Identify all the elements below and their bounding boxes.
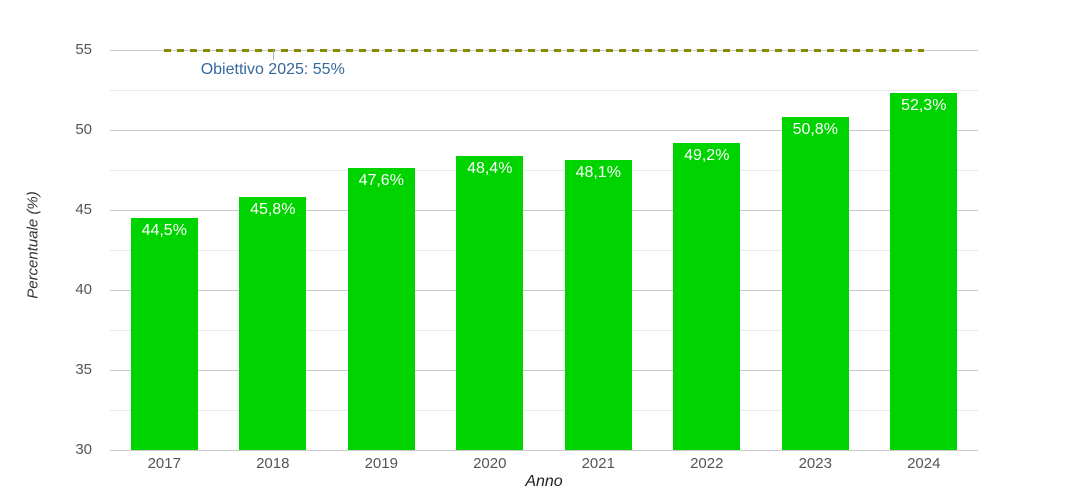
- x-tick-label: 2017: [147, 455, 181, 472]
- x-axis-title: Anno: [525, 473, 563, 490]
- bar-value-label: 48,1%: [575, 164, 621, 182]
- x-tick-label: 2019: [364, 455, 398, 472]
- major-gridline: [110, 49, 978, 51]
- y-tick-label: 30: [75, 441, 92, 458]
- y-axis-title: Percentuale (%): [24, 191, 42, 299]
- minor-gridline: [110, 89, 978, 91]
- x-tick-label: 2021: [581, 455, 615, 472]
- bar-value-label: 48,4%: [467, 159, 513, 177]
- bar: [130, 218, 198, 450]
- target-line: [164, 48, 924, 52]
- x-tick-label: 2020: [473, 455, 507, 472]
- x-tick-label: 2024: [907, 455, 941, 472]
- bar-value-label: 45,8%: [250, 201, 296, 219]
- bar-value-label: 50,8%: [792, 121, 838, 139]
- x-tick-label: 2022: [690, 455, 724, 472]
- bar: [673, 142, 741, 450]
- y-tick-label: 35: [75, 361, 92, 378]
- bar: [239, 197, 307, 450]
- bar-value-label: 52,3%: [901, 97, 947, 115]
- y-tick-label: 45: [75, 201, 92, 218]
- bar: [564, 160, 632, 450]
- target-annotation-label: Obiettivo 2025: 55%: [200, 61, 345, 78]
- bar-value-label: 49,2%: [684, 146, 730, 164]
- bar: [781, 117, 849, 450]
- bar-value-label: 47,6%: [358, 172, 404, 190]
- x-tick-label: 2023: [798, 455, 832, 472]
- x-tick-label: 2018: [256, 455, 290, 472]
- y-tick-label: 40: [75, 281, 92, 298]
- y-tick-label: 50: [75, 121, 92, 138]
- target-annotation-connector: [272, 50, 274, 60]
- y-tick-label: 55: [75, 41, 92, 58]
- bar: [890, 93, 958, 450]
- bar-value-label: 44,5%: [141, 222, 187, 239]
- bar: [456, 155, 524, 450]
- bar: [347, 168, 415, 450]
